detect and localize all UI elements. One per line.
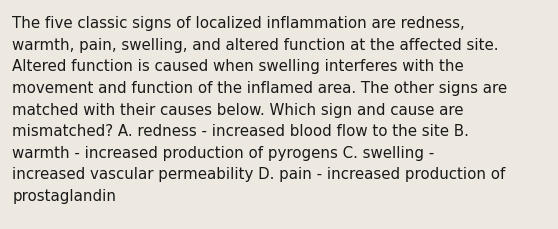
Text: The five classic signs of localized inflammation are redness,
warmth, pain, swel: The five classic signs of localized infl… xyxy=(12,16,507,203)
